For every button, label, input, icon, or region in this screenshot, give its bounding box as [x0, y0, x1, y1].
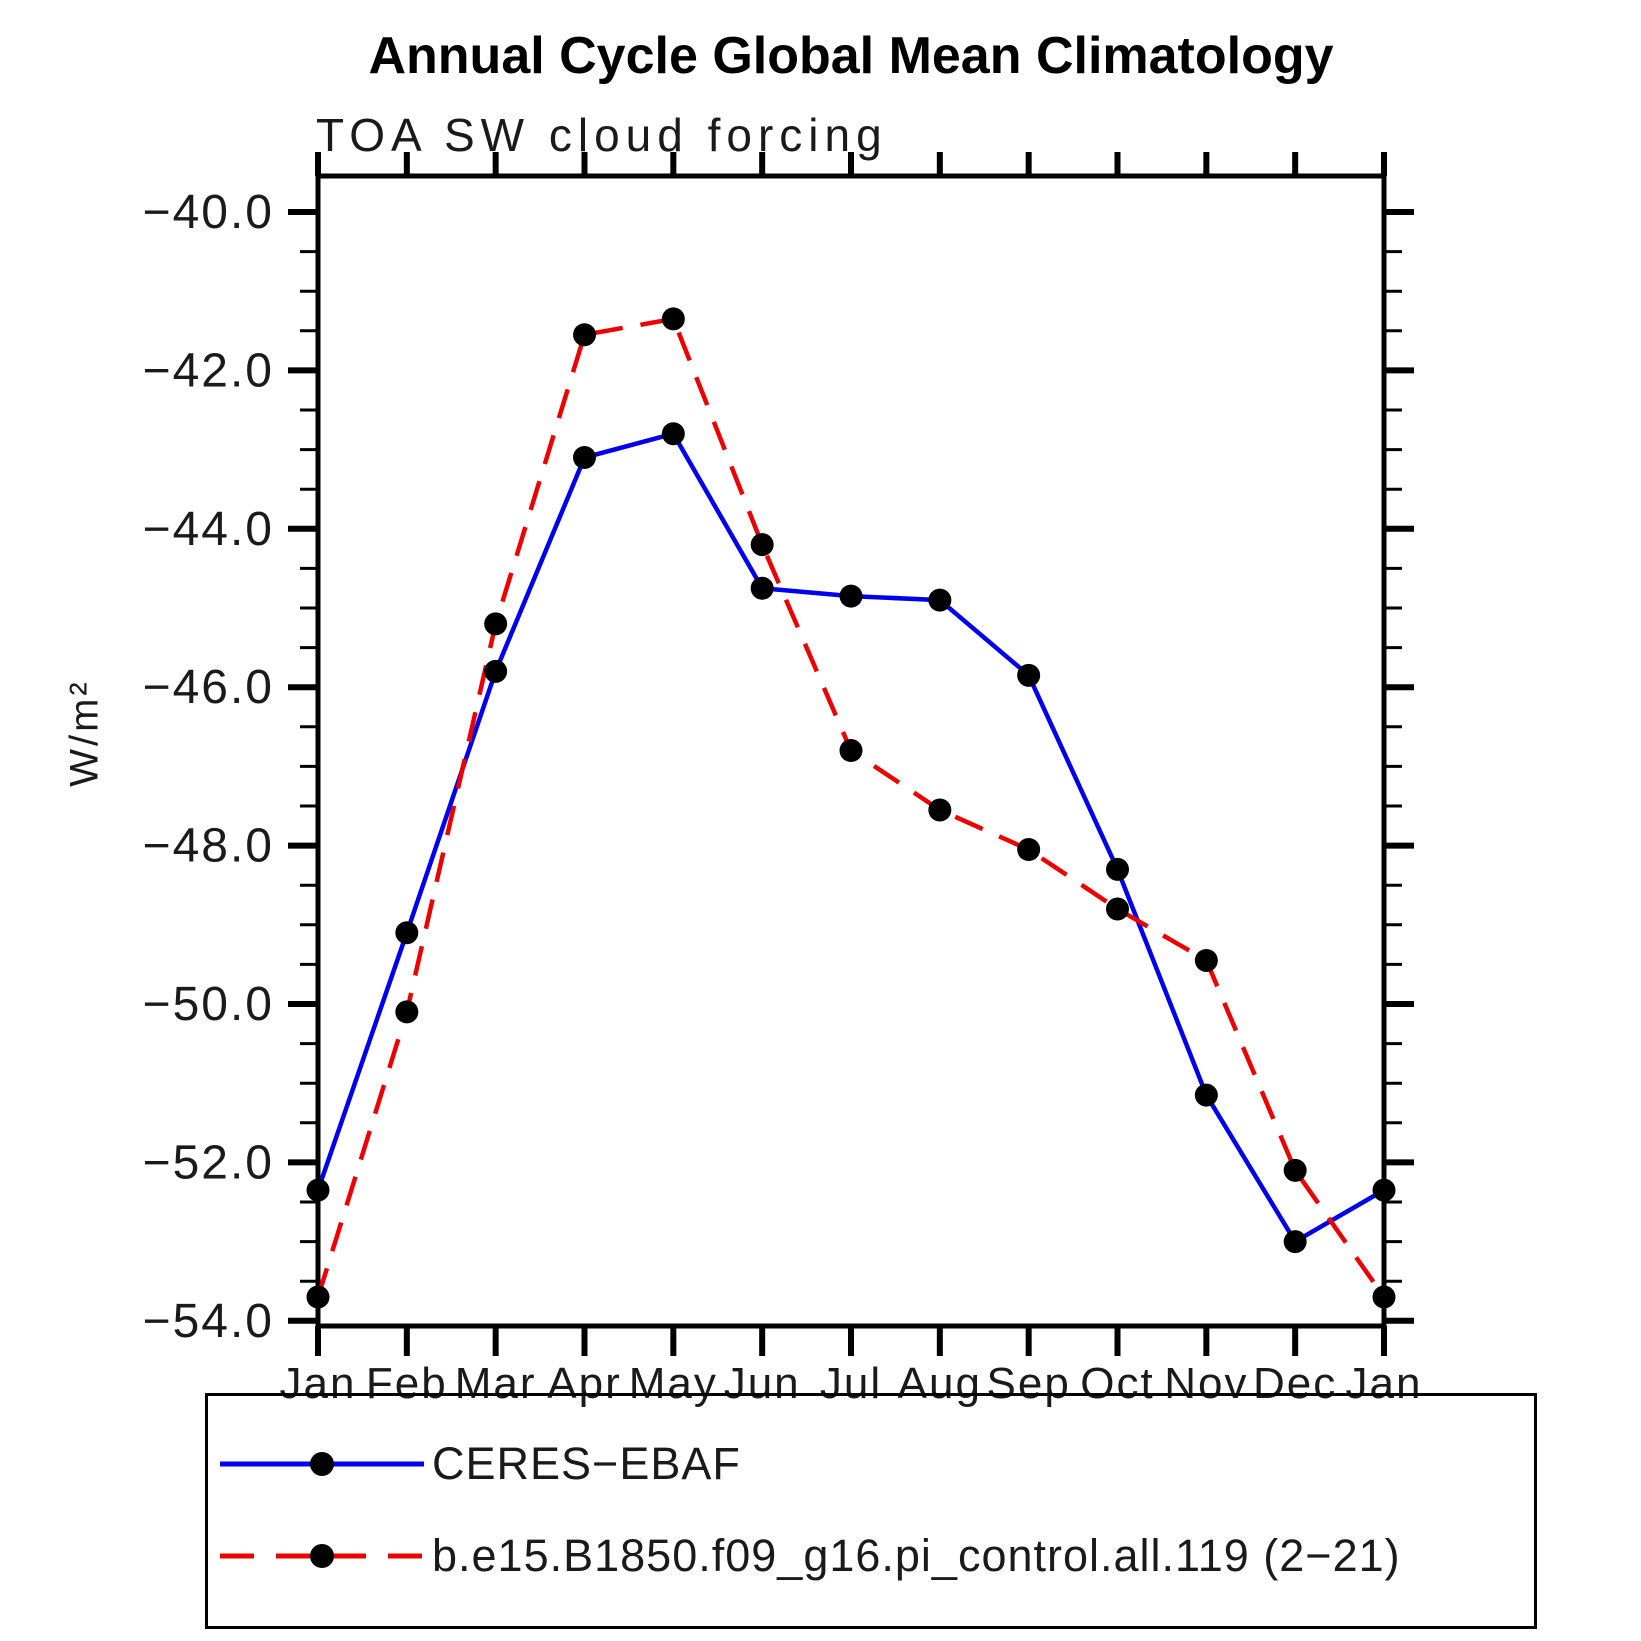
legend-label-ceres-ebaf: CERES−EBAF — [432, 1438, 741, 1489]
data-point-model-jul — [839, 739, 863, 763]
x-axis-tick-label: Oct — [1080, 1359, 1154, 1408]
data-point-model-apr — [573, 323, 596, 347]
series-line-ceres-ebaf — [315, 431, 1386, 1245]
data-point-model-mar — [484, 612, 508, 636]
x-axis-tick-label: Jan — [1346, 1359, 1423, 1408]
data-point-ceres-ebaf-jul — [839, 584, 863, 608]
legend-item-ceres-ebaf: CERES−EBAF — [218, 1418, 1534, 1510]
legend: CERES−EBAF b.e15.B1850.f09_g16.pi_contro… — [205, 1393, 1537, 1629]
chart-subtitle: TOA SW cloud forcing — [316, 109, 888, 161]
x-axis-tick-label: Nov — [1164, 1359, 1248, 1408]
data-point-ceres-ebaf-mar — [484, 659, 508, 683]
x-axis-tick-label: Apr — [547, 1359, 621, 1408]
x-axis-tick-label: Jun — [724, 1359, 801, 1408]
y-axis-tick-label: −54.0 — [143, 1295, 274, 1348]
legend-item-model: b.e15.B1850.f09_g16.pi_control.all.119 (… — [218, 1510, 1534, 1602]
y-axis-tick-label: −48.0 — [143, 820, 274, 873]
x-axis-tick-label: Jul — [820, 1359, 882, 1408]
data-point-model-nov — [1194, 948, 1218, 972]
legend-label-model: b.e15.B1850.f09_g16.pi_control.all.119 (… — [432, 1530, 1401, 1581]
data-point-ceres-ebaf-jan — [1372, 1178, 1396, 1202]
x-axis-tick-label: May — [629, 1359, 718, 1408]
data-point-ceres-ebaf-sep — [1017, 663, 1041, 687]
data-point-model-jan — [306, 1285, 330, 1309]
x-axis-tick-label: Mar — [455, 1359, 537, 1408]
data-point-model-feb — [395, 1000, 419, 1024]
data-point-model-jan — [1372, 1285, 1396, 1309]
data-point-ceres-ebaf-may — [661, 422, 685, 446]
data-point-model-jun — [750, 533, 774, 557]
data-point-ceres-ebaf-feb — [395, 921, 419, 945]
legend-marker-dot — [310, 1452, 334, 1476]
y-axis-tick-label: −46.0 — [143, 661, 274, 714]
x-axis-tick-label: Sep — [987, 1359, 1071, 1408]
y-axis-tick-label: −40.0 — [143, 186, 274, 239]
y-axis-tick-label: −42.0 — [143, 344, 274, 397]
x-axis-tick-label: Dec — [1253, 1359, 1337, 1408]
data-point-ceres-ebaf-nov — [1194, 1083, 1218, 1107]
y-axis-tick-label: −44.0 — [143, 503, 274, 556]
x-axis-tick-label: Jan — [280, 1359, 357, 1408]
x-axis-tick-label: Feb — [366, 1359, 448, 1408]
data-point-ceres-ebaf-jun — [750, 576, 774, 600]
data-point-ceres-ebaf-apr — [573, 446, 596, 470]
legend-swatch-model — [220, 1544, 424, 1568]
data-point-model-may — [661, 307, 685, 331]
data-point-model-sep — [1017, 838, 1041, 862]
data-point-ceres-ebaf-aug — [928, 588, 952, 612]
data-point-model-dec — [1283, 1158, 1307, 1182]
legend-marker-dot — [310, 1544, 334, 1568]
y-axis-tick-label: −52.0 — [143, 1136, 274, 1189]
data-point-ceres-ebaf-oct — [1106, 857, 1129, 881]
data-point-ceres-ebaf-dec — [1283, 1230, 1307, 1254]
chart-title: Annual Cycle Global Mean Climatology — [368, 27, 1334, 85]
data-point-model-oct — [1106, 897, 1129, 921]
series-line-model — [315, 316, 1386, 1299]
legend-swatch-ceres-ebaf — [220, 1452, 424, 1476]
x-axis-tick-label: Aug — [898, 1359, 982, 1408]
data-point-model-aug — [928, 798, 952, 822]
data-point-ceres-ebaf-jan — [306, 1178, 330, 1202]
y-axis-tick-label: −50.0 — [143, 978, 274, 1031]
